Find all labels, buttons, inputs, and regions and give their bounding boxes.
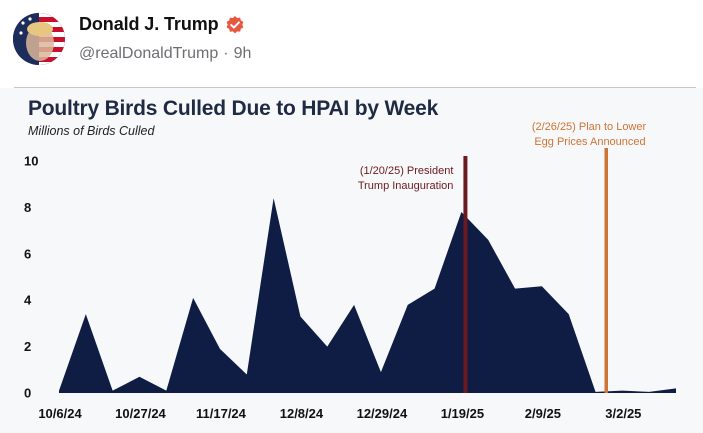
x-tick-label: 12/8/24	[280, 406, 324, 421]
handle-separator: ·	[223, 45, 229, 62]
x-tick-label: 11/17/24	[196, 406, 247, 421]
chart-subtitle: Millions of Birds Culled	[28, 124, 155, 138]
profile-avatar[interactable]	[13, 13, 65, 65]
verified-badge-icon	[226, 15, 243, 33]
y-tick-label: 4	[24, 293, 32, 308]
avatar-image	[13, 13, 65, 65]
inauguration-label-line1: (1/20/25) President	[360, 165, 454, 177]
post-header: Donald J. Trump @realDonaldTrump · 9h	[0, 0, 703, 85]
inauguration-label-line2: Trump Inauguration	[358, 180, 454, 192]
plan-label-line1: (2/26/25) Plan to Lower	[532, 121, 647, 133]
x-tick-label: 3/2/25	[605, 406, 641, 421]
handle-row: @realDonaldTrump · 9h	[79, 45, 251, 63]
chart-title: Poultry Birds Culled Due to HPAI by Week	[28, 97, 439, 120]
display-name-row: Donald J. Trump	[79, 14, 245, 35]
y-tick-label: 8	[24, 200, 31, 215]
chart-svg: 0 2 4 6 8 10 10/6/24 10/27/24 11/17/24 12/8/24 12/…	[24, 121, 676, 421]
y-tick-label: 2	[24, 339, 31, 354]
x-tick-label: 2/9/25	[525, 406, 561, 421]
plan-label-line2: Egg Prices Announced	[534, 136, 645, 148]
header-divider	[14, 87, 696, 88]
y-tick-label: 0	[24, 386, 31, 401]
user-handle[interactable]: @realDonaldTrump	[79, 45, 219, 62]
x-tick-label: 10/27/24	[115, 406, 166, 421]
y-tick-label: 10	[24, 154, 38, 169]
area-series	[59, 198, 676, 393]
y-tick-label: 6	[24, 246, 31, 261]
display-name[interactable]: Donald J. Trump	[79, 14, 219, 34]
x-tick-label: 10/6/24	[38, 406, 82, 421]
x-tick-label: 1/19/25	[441, 406, 484, 421]
chart-image[interactable]: 0 2 4 6 8 10 10/6/24 10/27/24 11/17/24 12/8/24 12/…	[0, 88, 703, 433]
x-tick-label: 12/29/24	[357, 406, 408, 421]
post-timestamp[interactable]: 9h	[233, 45, 252, 62]
